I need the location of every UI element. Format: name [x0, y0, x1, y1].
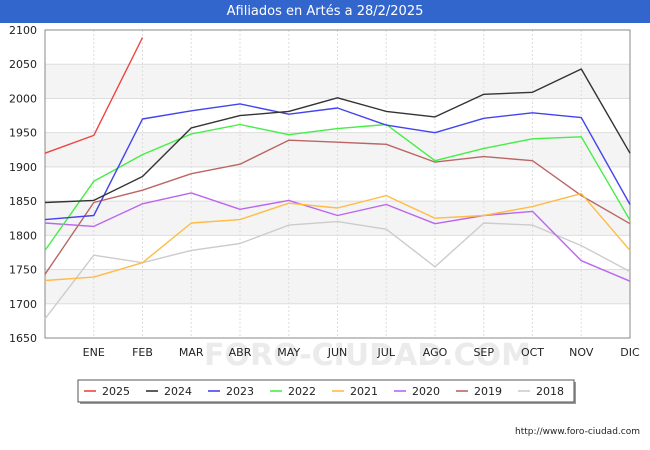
legend-label-2019: 2019 — [474, 385, 502, 398]
legend-label-2025: 2025 — [102, 385, 130, 398]
x-tick-label: JUL — [377, 346, 396, 359]
y-tick-label: 1850 — [9, 195, 37, 208]
y-tick-label: 1950 — [9, 127, 37, 140]
legend-label-2022: 2022 — [288, 385, 316, 398]
chart-title: Afiliados en Artés a 28/2/2025 — [226, 4, 424, 19]
x-tick-label: OCT — [521, 346, 544, 359]
grid-band — [45, 64, 630, 99]
series-line-2024 — [44, 68, 631, 204]
chart-title-bar: Afiliados en Artés a 28/2/2025 — [0, 0, 650, 23]
series-line-2025 — [44, 37, 144, 154]
x-tick-label: MAY — [277, 346, 300, 359]
x-tick-label: DIC — [620, 346, 640, 359]
series-line-2021 — [44, 192, 631, 282]
legend-box — [77, 379, 575, 403]
legend-label-2021: 2021 — [350, 385, 378, 398]
x-tick-label: ABR — [229, 346, 252, 359]
plot-border — [44, 29, 631, 339]
y-tick-label: 1800 — [9, 229, 37, 242]
x-tick-label: ENE — [83, 346, 105, 359]
x-tick-label: JUN — [327, 346, 348, 359]
legend-label-2020: 2020 — [412, 385, 440, 398]
legend-label-2023: 2023 — [226, 385, 254, 398]
y-tick-label: 1900 — [9, 161, 37, 174]
legend-label-2024: 2024 — [164, 385, 192, 398]
y-tick-label: 2000 — [9, 92, 37, 105]
series-line-2020 — [44, 192, 631, 282]
watermark-text: FORO-CIUDAD.COM — [204, 338, 531, 373]
y-tick-label: 2100 — [9, 24, 37, 37]
source-url[interactable]: http://www.foro-ciudad.com — [515, 427, 640, 437]
x-tick-label: MAR — [179, 346, 204, 359]
x-tick-label: AGO — [423, 346, 448, 359]
y-tick-label: 2050 — [9, 58, 37, 71]
x-tick-label: SEP — [473, 346, 494, 359]
y-tick-label: 1650 — [9, 332, 37, 345]
series-line-2022 — [44, 123, 631, 251]
series-line-2019 — [44, 139, 631, 275]
y-tick-label: 1750 — [9, 264, 37, 277]
x-tick-label: NOV — [569, 346, 594, 359]
y-tick-label: 1700 — [9, 298, 37, 311]
series-line-2023 — [44, 103, 631, 221]
legend-label-2018: 2018 — [536, 385, 564, 398]
x-tick-label: FEB — [132, 346, 153, 359]
